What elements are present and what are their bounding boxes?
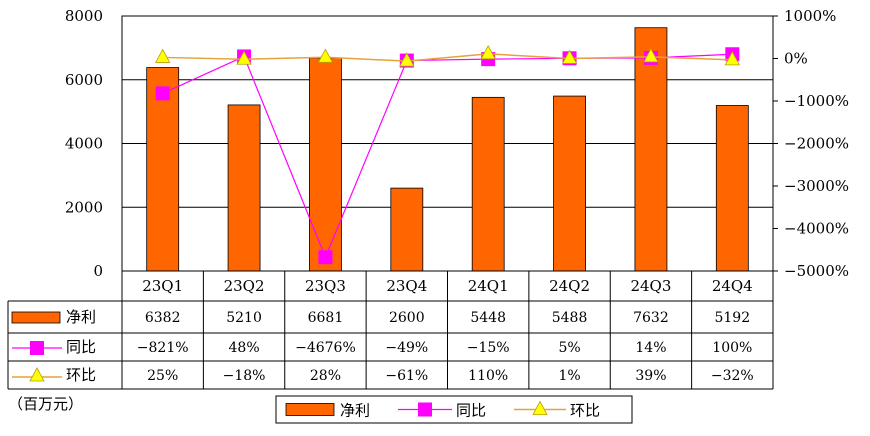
table-cell: 5448 xyxy=(470,310,506,326)
right-axis-tick-label: 0% xyxy=(784,50,808,68)
point-qoq xyxy=(561,49,578,64)
row-key-yoy-marker xyxy=(30,341,44,355)
right-axis-tick-label: −5000% xyxy=(784,262,849,280)
row-key-qoq-marker xyxy=(29,367,45,382)
bar-net-profit xyxy=(715,105,749,272)
point-yoy xyxy=(318,250,333,265)
bar-net-profit xyxy=(634,27,668,272)
table-cell: −821% xyxy=(137,340,189,356)
legend-label-yoy: 同比 xyxy=(456,402,486,420)
bar-net-profit xyxy=(309,57,342,272)
table-cell: −32% xyxy=(711,368,754,384)
left-axis-tick-label: 4000 xyxy=(65,135,103,153)
legend-swatch-net-profit xyxy=(285,403,335,416)
table-cell: 1% xyxy=(558,368,580,384)
category-label: 23Q1 xyxy=(142,277,183,295)
category-label: 24Q3 xyxy=(630,277,671,295)
table-cell: −15% xyxy=(467,340,510,356)
right-axis-tick-label: −2000% xyxy=(784,135,849,153)
legend-box xyxy=(275,395,633,424)
table-cell: 100% xyxy=(712,340,752,356)
category-label: 23Q2 xyxy=(224,277,265,295)
category-label: 23Q4 xyxy=(386,277,427,295)
bar-net-profit xyxy=(471,96,505,272)
right-axis-tick-label: −3000% xyxy=(784,177,849,195)
legend-label-qoq: 环比 xyxy=(570,402,600,420)
legend-marker-qoq xyxy=(532,400,548,415)
table-cell: 7632 xyxy=(633,310,669,326)
bar-net-profit xyxy=(146,67,180,272)
left-axis-tick-label: 6000 xyxy=(65,71,103,89)
right-axis-tick-label: −4000% xyxy=(784,220,849,238)
point-qoq xyxy=(236,50,252,65)
table-cell: −49% xyxy=(385,340,428,356)
row-key-net-profit xyxy=(11,311,61,324)
table-cell: −61% xyxy=(385,368,428,384)
table-cell: 5% xyxy=(558,340,580,356)
legend-marker-yoy xyxy=(418,402,432,417)
category-label: 24Q1 xyxy=(468,277,509,295)
category-label: 24Q2 xyxy=(549,277,590,295)
bar-net-profit xyxy=(553,95,586,272)
table-cell: 28% xyxy=(310,368,341,384)
table-cell: 14% xyxy=(635,340,666,356)
point-yoy xyxy=(155,86,170,101)
point-qoq xyxy=(317,48,334,63)
table-cell: 6681 xyxy=(308,310,344,326)
right-axis-tick-label: −1000% xyxy=(784,92,849,110)
row-label: 同比 xyxy=(66,338,96,356)
row-label: 环比 xyxy=(66,366,96,384)
table-cell: 5192 xyxy=(714,310,750,326)
table-cell: −4676% xyxy=(295,340,356,356)
left-axis-tick-label: 2000 xyxy=(65,198,103,216)
line-qoq xyxy=(162,53,733,62)
left-axis-tick-label: 0 xyxy=(93,262,103,280)
row-label: 净利 xyxy=(66,308,96,326)
point-qoq xyxy=(643,47,659,63)
point-qoq xyxy=(155,48,171,63)
right-axis-tick-label: 1000% xyxy=(784,7,836,25)
bar-net-profit xyxy=(390,187,424,272)
point-qoq xyxy=(480,44,496,60)
table-cell: 5488 xyxy=(552,310,588,326)
table-cell: 110% xyxy=(468,368,508,384)
table-cell: 39% xyxy=(635,368,666,384)
left-axis-tick-label: 8000 xyxy=(65,7,103,25)
line-yoy xyxy=(162,53,733,259)
table-cell: 2600 xyxy=(389,310,425,326)
legend-label-net-profit: 净利 xyxy=(340,402,370,420)
point-qoq xyxy=(399,52,415,67)
table-cell: 6382 xyxy=(145,310,181,326)
unit-label: （百万元） xyxy=(8,395,84,413)
table-cell: 25% xyxy=(147,368,178,384)
bar-net-profit xyxy=(227,104,261,272)
table-cell: 48% xyxy=(229,340,260,356)
table-cell: 5210 xyxy=(226,310,262,326)
point-qoq xyxy=(724,51,740,66)
category-label: 23Q3 xyxy=(305,277,346,295)
category-label: 24Q4 xyxy=(712,277,753,295)
table-cell: −18% xyxy=(223,368,266,384)
